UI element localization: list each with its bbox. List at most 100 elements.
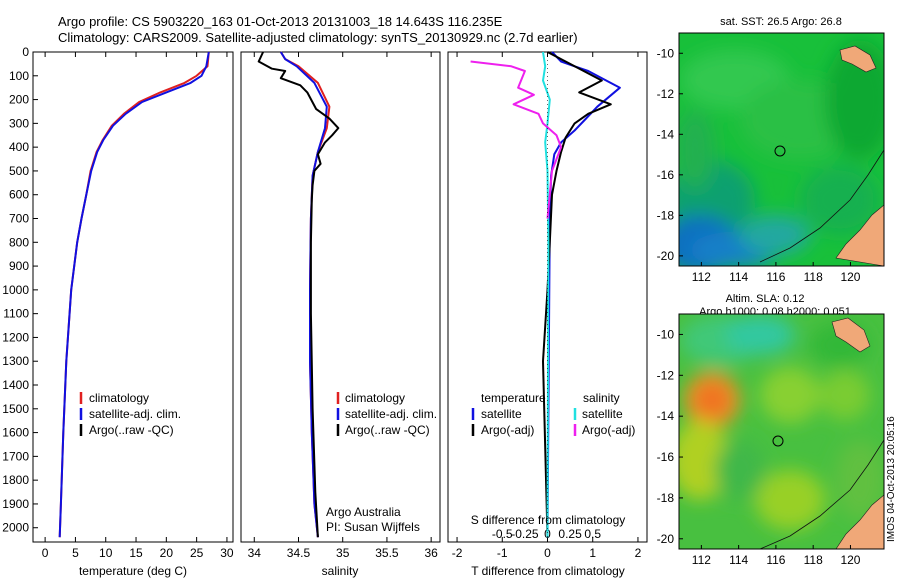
pi-label: PI: Susan Wijffels	[326, 520, 420, 534]
x-tick-label: -2	[452, 546, 463, 560]
bathymetry-contour	[759, 439, 884, 549]
argo-location-marker	[774, 145, 786, 157]
y-tick-label: 300	[9, 116, 29, 130]
y-tick-label: 1300	[2, 354, 29, 368]
legend-label-t-satellite: satellite	[481, 407, 522, 421]
sst-heatmap-field	[679, 33, 884, 266]
lon-tick-label: 112	[692, 553, 711, 567]
y-tick-label: 1400	[2, 378, 29, 392]
temperature-x-axis: 0 5 10 15 20 25 30	[42, 52, 234, 560]
series-line-satellite-adj-clim-	[279, 51, 328, 538]
salinity-legend: climatology satellite-adj. clim. Argo(..…	[336, 391, 437, 437]
salinity-panel: 34 34.5 35 35.5 36 salinity climatology sate…	[240, 51, 441, 578]
y-tick-label: 700	[9, 212, 29, 226]
land-mass	[831, 317, 871, 353]
institution-label: Argo Australia	[326, 505, 401, 519]
y-tick-label: 1500	[2, 402, 29, 416]
land-mass	[835, 494, 884, 549]
y-tick-label: 1200	[2, 330, 29, 344]
legend-header-salinity: salinity	[583, 391, 620, 405]
lat-tick-label: -20	[657, 249, 675, 263]
sla-map-frame	[678, 313, 885, 550]
x-tick-label: 35	[336, 546, 350, 560]
imos-timestamp: IMOS 04-Oct-2013 20:05:16	[886, 416, 897, 542]
legend-label-satellite: satellite-adj. clim.	[89, 407, 181, 421]
x-tick-label: 2	[635, 546, 642, 560]
t-difference-label: T difference from climatology	[471, 564, 625, 578]
y-tick-label: 100	[9, 69, 29, 83]
lat-tick-label: -20	[657, 532, 675, 546]
legend-label-argo: Argo(..raw -QC)	[345, 423, 430, 437]
y-tick-label: 1000	[2, 283, 29, 297]
sla-map-title: Altim. SLA: 0.12	[726, 293, 805, 305]
argo-location-marker	[772, 435, 784, 447]
lon-tick-label: 120	[840, 270, 860, 284]
y-tick-label: 400	[9, 140, 29, 154]
lat-tick-label: -14	[657, 409, 675, 423]
s-tick-label: -0.25	[511, 527, 539, 541]
s-tick-label: -0.5	[492, 527, 513, 541]
s-tick-label: 0.25	[558, 527, 582, 541]
y-tick-label: 2000	[2, 521, 29, 535]
title-line-1: Argo profile: CS 5903220_163 01-Oct-2013…	[58, 14, 503, 29]
lon-tick-label: 114	[729, 553, 748, 567]
sla-heatmap-field	[679, 314, 884, 549]
title-line-2: Climatology: CARS2009. Satellite-adjuste…	[58, 30, 578, 45]
salinity-lines	[257, 51, 340, 538]
s-difference-label: S difference from climatology	[471, 513, 626, 527]
x-tick-label: 34	[248, 546, 262, 560]
s-tick-label: 0.5	[584, 527, 601, 541]
legend-label-climatology: climatology	[345, 391, 405, 405]
x-tick-label: 5	[72, 546, 79, 560]
y-tick-label: 600	[9, 188, 29, 202]
lat-tick-label: -10	[657, 46, 675, 60]
lat-tick-label: -14	[657, 127, 675, 141]
x-tick-label: 30	[220, 546, 234, 560]
y-tick-label: 0	[22, 45, 29, 59]
legend-label-s-argo: Argo(-adj)	[582, 423, 635, 437]
x-tick-label: 25	[190, 546, 204, 560]
legend-header-temperature: temperature	[481, 391, 546, 405]
legend-label-climatology: climatology	[89, 391, 149, 405]
sla-map: Altim. SLA: 0.12 Argo h1000: 0.08 h2000:…	[657, 293, 885, 567]
x-tick-label: 10	[99, 546, 113, 560]
lat-tick-label: -12	[657, 87, 675, 101]
x-tick-label: -1	[497, 546, 508, 560]
y-tick-label: 200	[9, 93, 29, 107]
y-tick-label: 800	[9, 235, 29, 249]
legend-label-t-argo: Argo(-adj)	[481, 423, 534, 437]
x-tick-label: 15	[129, 546, 143, 560]
x-tick-label: 20	[160, 546, 174, 560]
sst-map-axes: 112 114 116 118 120 -10 -12 -14 -16 -18 -20	[657, 46, 861, 284]
lat-tick-label: -18	[657, 491, 675, 505]
salinity-axes-frame	[240, 51, 441, 543]
temperature-panel: 0100200300400500600700800900100011001200…	[2, 45, 452, 578]
difference-panel: -2 -1 0 1 2 -0.5-0.25 0 0.25 0.5 S difference f…	[447, 51, 648, 578]
x-tick-label: 0	[544, 546, 551, 560]
difference-lines	[470, 51, 621, 542]
legend-label-satellite: satellite-adj. clim.	[345, 407, 437, 421]
lat-tick-label: -16	[657, 168, 675, 182]
bathymetry-contour	[759, 149, 884, 263]
lat-tick-label: -12	[657, 368, 675, 382]
series-line-argo-raw-qc-	[257, 51, 340, 538]
lon-tick-label: 114	[729, 270, 748, 284]
y-tick-label: 900	[9, 259, 29, 273]
y-tick-label: 1900	[2, 497, 29, 511]
x-tick-label: 0	[42, 546, 49, 560]
land-mass	[839, 45, 877, 73]
lat-tick-label: -10	[657, 327, 675, 341]
lon-tick-label: 120	[840, 553, 860, 567]
y-tick-label: 1100	[3, 307, 29, 321]
sst-map-title: sat. SST: 26.5 Argo: 26.8	[720, 16, 842, 28]
y-tick-label: 500	[9, 164, 29, 178]
temperature-x-label: temperature (deg C)	[79, 564, 187, 578]
lon-tick-label: 112	[692, 270, 711, 284]
y-tick-label: 1800	[2, 473, 29, 487]
lon-tick-label: 118	[804, 270, 823, 284]
lon-tick-label: 118	[804, 553, 823, 567]
sst-map-frame	[678, 32, 885, 267]
salinity-x-label: salinity	[322, 564, 359, 578]
x-tick-label: 36	[424, 546, 438, 560]
series-line-satellite-adj-clim-	[58, 51, 210, 538]
